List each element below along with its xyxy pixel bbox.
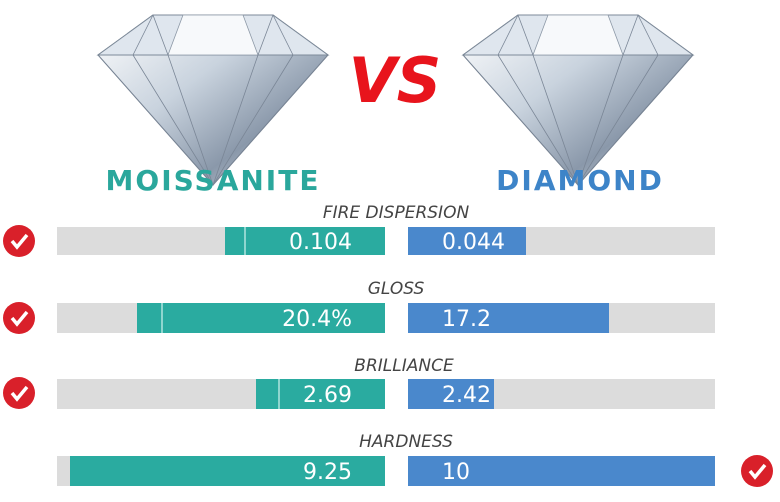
row-label: HARDNESS <box>359 432 453 452</box>
diamond-value: 2.42 <box>442 383 491 408</box>
moissanite-value: 20.4% <box>282 307 352 332</box>
diamond-gem <box>462 14 694 186</box>
row-label: BRILLIANCE <box>354 356 454 376</box>
moissanite-value: 0.104 <box>289 230 352 255</box>
moissanite-value: 9.25 <box>303 460 352 485</box>
diamond-value: 0.044 <box>442 230 505 255</box>
moissanite-bar <box>137 303 385 333</box>
moissanite-gem <box>97 14 329 186</box>
moissanite-bar <box>225 227 385 255</box>
check-icon <box>3 377 35 409</box>
moissanite-bar <box>256 379 385 409</box>
moissanite-value: 2.69 <box>303 383 352 408</box>
diamond-value: 10 <box>442 460 470 485</box>
vs-text: VS <box>349 44 442 117</box>
row-label: GLOSS <box>368 279 425 299</box>
moissanite-bar <box>70 456 385 486</box>
diamond-bar <box>408 379 494 409</box>
diamond-bar <box>408 456 715 486</box>
diamond-bar <box>408 303 609 333</box>
check-icon <box>3 302 35 334</box>
moissanite-title: MOISSANITE <box>106 164 321 197</box>
row-label: FIRE DISPERSION <box>323 203 470 223</box>
diamond-value: 17.2 <box>442 307 491 332</box>
diamond-title: DIAMOND <box>496 164 664 197</box>
check-icon <box>3 225 35 257</box>
diamond-bar <box>408 227 526 255</box>
check-icon <box>741 455 773 487</box>
